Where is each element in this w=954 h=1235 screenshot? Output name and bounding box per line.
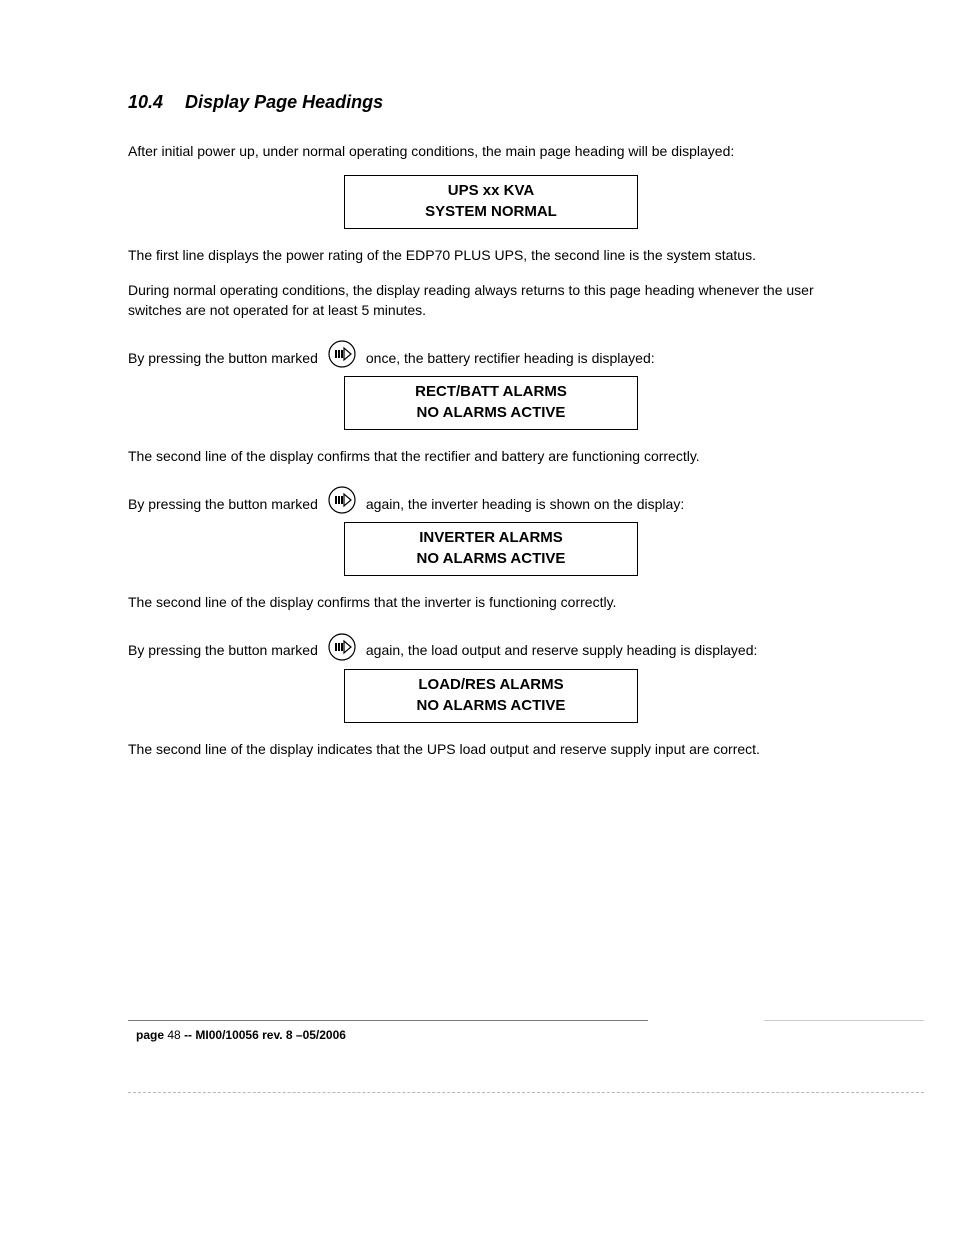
paragraph: The second line of the display indicates… bbox=[128, 739, 854, 759]
lcd-line-1: LOAD/RES ALARMS bbox=[351, 674, 631, 695]
section-heading: 10.4 Display Page Headings bbox=[128, 92, 854, 113]
footer-doc-ref: -- MI00/10056 rev. 8 –05/2006 bbox=[184, 1028, 346, 1042]
page: 10.4 Display Page Headings After initial … bbox=[0, 0, 954, 1235]
lcd-line-2: SYSTEM NORMAL bbox=[351, 201, 631, 222]
footer-text: page 48 -- MI00/10056 rev. 8 –05/2006 bbox=[136, 1028, 924, 1042]
text-before-icon: By pressing the button marked bbox=[128, 348, 318, 370]
text-after-icon: again, the load output and reserve suppl… bbox=[366, 640, 758, 662]
text-after-icon: once, the battery rectifier heading is d… bbox=[366, 348, 655, 370]
paragraph: After initial power up, under normal ope… bbox=[128, 141, 854, 161]
lcd-display: RECT/BATT ALARMS NO ALARMS ACTIVE bbox=[344, 376, 638, 430]
footer-page-number: 48 bbox=[167, 1028, 180, 1042]
text-after-icon: again, the inverter heading is shown on … bbox=[366, 494, 684, 516]
next-button-icon bbox=[326, 631, 358, 663]
lcd-line-1: RECT/BATT ALARMS bbox=[351, 381, 631, 402]
paragraph: The first line displays the power rating… bbox=[128, 245, 854, 265]
footer-rule-bottom bbox=[128, 1092, 924, 1093]
paragraph: The second line of the display confirms … bbox=[128, 446, 854, 466]
lcd-line-2: NO ALARMS ACTIVE bbox=[351, 402, 631, 423]
lcd-display: LOAD/RES ALARMS NO ALARMS ACTIVE bbox=[344, 669, 638, 723]
paragraph: The second line of the display confirms … bbox=[128, 592, 854, 612]
next-button-icon bbox=[326, 484, 358, 516]
footer-page-label: page bbox=[136, 1028, 164, 1042]
lcd-line-2: NO ALARMS ACTIVE bbox=[351, 695, 631, 716]
lcd-line-1: INVERTER ALARMS bbox=[351, 527, 631, 548]
lcd-display: UPS xx KVA SYSTEM NORMAL bbox=[344, 175, 638, 229]
page-footer: page 48 -- MI00/10056 rev. 8 –05/2006 bbox=[128, 1020, 924, 1093]
lcd-line-2: NO ALARMS ACTIVE bbox=[351, 548, 631, 569]
text-before-icon: By pressing the button marked bbox=[128, 640, 318, 662]
footer-rule-top bbox=[128, 1020, 924, 1022]
paragraph-with-icon: By pressing the button marked again, the… bbox=[128, 631, 854, 663]
section-title-text: Display Page Headings bbox=[185, 92, 383, 112]
paragraph-with-icon: By pressing the button marked again, the… bbox=[128, 484, 854, 516]
text-before-icon: By pressing the button marked bbox=[128, 494, 318, 516]
paragraph: During normal operating conditions, the … bbox=[128, 280, 854, 321]
lcd-line-1: UPS xx KVA bbox=[351, 180, 631, 201]
lcd-display: INVERTER ALARMS NO ALARMS ACTIVE bbox=[344, 522, 638, 576]
section-number: 10.4 bbox=[128, 92, 163, 113]
next-button-icon bbox=[326, 338, 358, 370]
paragraph-with-icon: By pressing the button marked once, the … bbox=[128, 338, 854, 370]
